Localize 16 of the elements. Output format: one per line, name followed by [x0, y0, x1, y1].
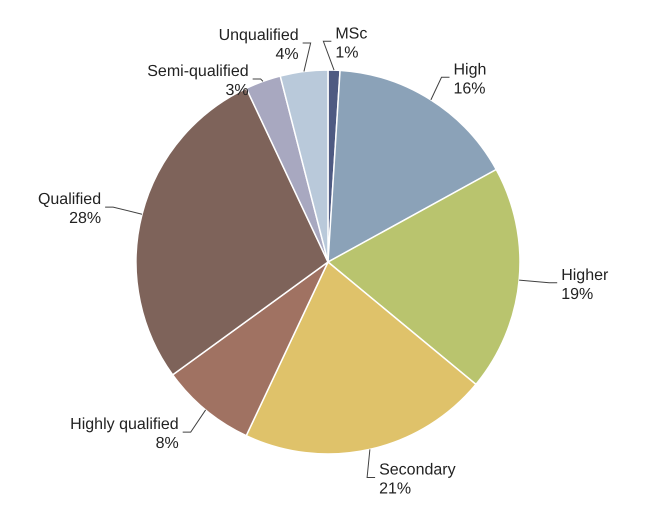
slice-label: High [454, 61, 486, 78]
data-label: 3% [226, 82, 249, 99]
data-label: 21% [379, 480, 412, 498]
data-label: 1% [335, 44, 358, 62]
slice-label: Unqualified [218, 26, 299, 44]
data-label: 28% [69, 210, 102, 228]
data-label: 19% [561, 286, 594, 303]
slice-label: Higher [561, 266, 610, 284]
slice-label: Qualified [38, 191, 102, 208]
data-label: 4% [276, 46, 299, 63]
slice-label: Semi-qualified [147, 62, 249, 80]
slice-label: Secondary [379, 461, 456, 478]
data-label: 16% [454, 80, 486, 98]
slice-label: MSc [335, 25, 368, 42]
slice-label: Highly qualified [70, 416, 179, 434]
data-label: 8% [156, 435, 179, 452]
